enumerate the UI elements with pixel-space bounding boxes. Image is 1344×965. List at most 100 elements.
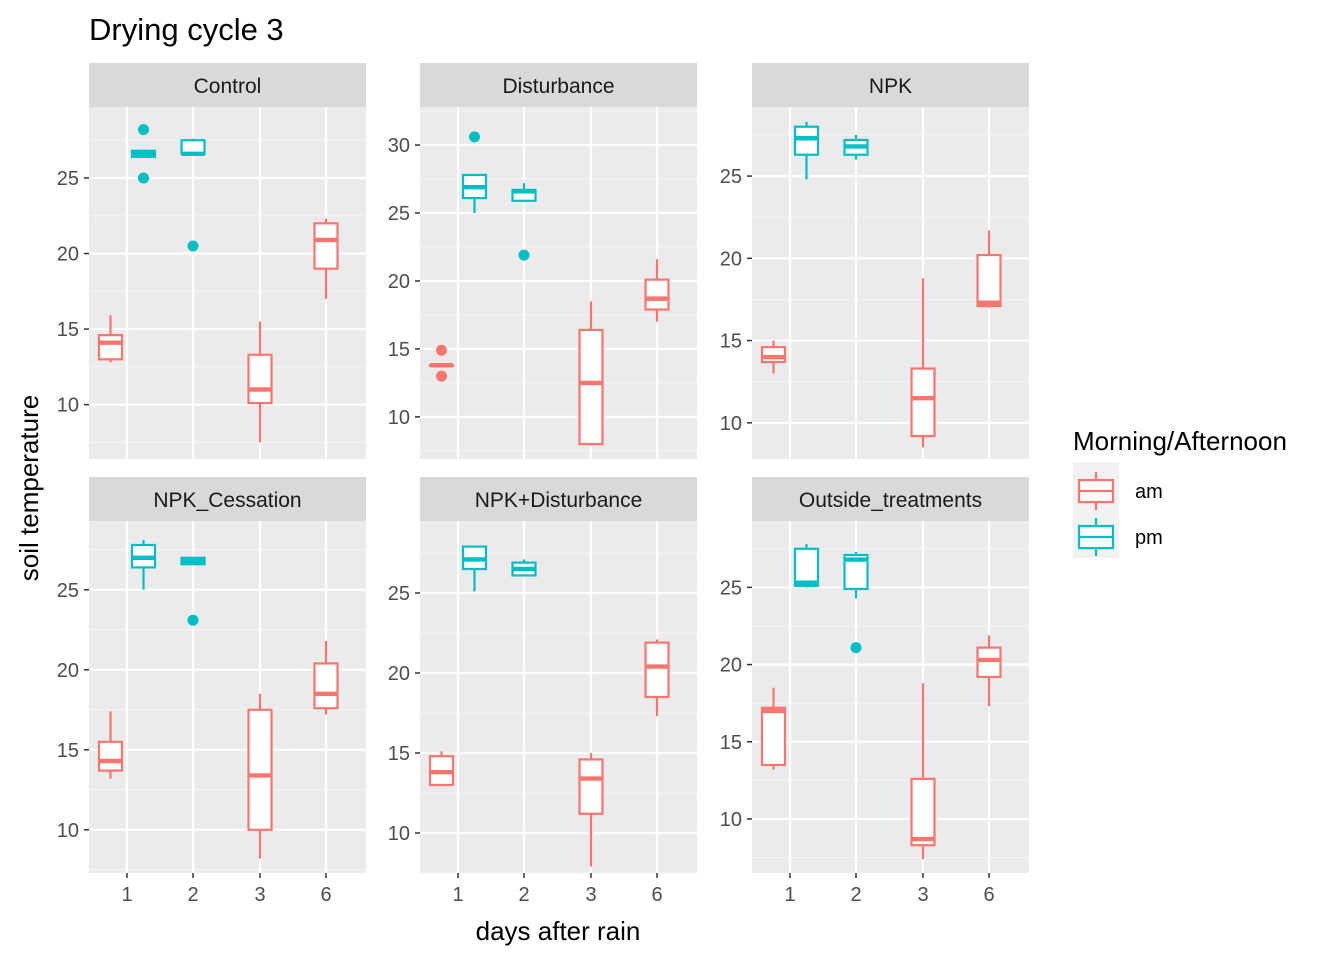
box-iqr <box>247 353 273 405</box>
y-tick-label: 25 <box>720 577 742 599</box>
facet-panel-disturbance: Disturbance 10 15 20 25 30 <box>388 63 697 459</box>
box-pm-day-1 <box>461 131 488 214</box>
facet-strip <box>752 477 1029 521</box>
facet-panel-npk-disturbance: NPK+Disturbance 10 15 20 25 1 2 3 6 <box>388 477 697 906</box>
x-tick-label: 1 <box>121 884 132 906</box>
y-tick-label: 25 <box>57 580 79 602</box>
legend-title: Morning/Afternoon <box>1073 426 1287 456</box>
box-iqr <box>793 547 820 587</box>
box-pm-day-1 <box>130 540 157 590</box>
legend-label-pm: pm <box>1135 527 1163 549</box>
box-am-day-1 <box>97 315 124 363</box>
x-tick-label: 2 <box>850 884 861 906</box>
facet-strip <box>752 63 1029 107</box>
y-axis-label: soil temperature <box>14 395 44 581</box>
box-pm-day-2 <box>511 559 537 577</box>
box-am-day-6 <box>644 259 670 322</box>
facet-strip-label: Control <box>194 75 262 98</box>
facet-strip-label: Disturbance <box>502 75 614 98</box>
x-tick-label: 2 <box>187 884 198 906</box>
legend: Morning/Afternoon am pm <box>1073 426 1287 558</box>
plot-background <box>752 521 1029 873</box>
box-iqr <box>644 278 670 311</box>
facet-panel-control: Control 10 15 20 25 <box>57 63 366 459</box>
facet-strip <box>89 477 366 521</box>
x-tick-label: 6 <box>983 884 994 906</box>
facet-panel-npk-cessation: NPK_Cessation 10 15 20 25 1 2 3 6 <box>57 477 366 906</box>
box-am-day-6 <box>644 639 670 717</box>
chart-title: Drying cycle 3 <box>89 12 284 47</box>
y-tick-label: 25 <box>57 168 79 190</box>
outlier-point <box>187 614 199 626</box>
y-tick-label: 10 <box>720 413 742 435</box>
facet-strip-label: NPK <box>869 75 912 98</box>
box-am-day-6 <box>976 635 1002 707</box>
box-am-day-6 <box>313 641 339 715</box>
box-iqr <box>976 646 1002 679</box>
outlier-point <box>436 344 447 356</box>
y-tick-label: 10 <box>388 407 410 429</box>
y-tick-label: 20 <box>720 655 742 677</box>
box-iqr <box>644 641 670 699</box>
y-tick-label: 25 <box>388 583 410 605</box>
outlier-point <box>850 642 862 654</box>
y-tick-label: 10 <box>388 823 410 845</box>
box-am-day-3 <box>247 321 273 443</box>
x-tick-label: 1 <box>452 884 463 906</box>
outlier-point <box>436 370 447 382</box>
y-tick-label: 20 <box>57 244 79 266</box>
box-iqr <box>760 706 787 767</box>
y-tick-label: 20 <box>388 271 410 293</box>
y-tick-label: 10 <box>57 820 79 842</box>
y-tick-label: 20 <box>720 248 742 270</box>
outlier-point <box>138 124 149 136</box>
y-tick-label: 30 <box>388 135 410 157</box>
box-pm-day-2 <box>843 134 869 160</box>
box-iqr <box>976 253 1002 308</box>
facet-strip-label: NPK+Disturbance <box>475 489 643 512</box>
facet-strip <box>89 63 366 107</box>
box-iqr <box>843 553 869 591</box>
box-pm-day-1 <box>130 124 157 184</box>
y-tick-label: 15 <box>388 339 410 361</box>
box-iqr <box>910 777 936 847</box>
facet-strip <box>420 477 697 521</box>
facet-panel-npk: NPK 10 15 20 25 <box>720 63 1029 459</box>
box-am-day-3 <box>578 753 604 867</box>
box-am-day-1 <box>760 340 787 374</box>
y-tick-label: 25 <box>388 203 410 225</box>
box-am-day-3 <box>910 278 936 448</box>
box-pm-day-1 <box>793 544 820 588</box>
plot-background <box>89 107 366 459</box>
y-tick-label: 10 <box>720 809 742 831</box>
box-pm-day-2 <box>843 551 869 654</box>
x-tick-label: 3 <box>917 884 928 906</box>
box-pm-day-2 <box>180 138 206 252</box>
x-tick-label: 1 <box>784 884 795 906</box>
y-tick-label: 15 <box>720 732 742 754</box>
facet-panels: Control 10 15 20 25 Disturbance 10 15 20 25 30 NPK 1… <box>57 63 1029 906</box>
box-pm-day-1 <box>793 121 820 180</box>
facet-strip-label: Outside_treatments <box>799 489 982 512</box>
facet-panel-outside-treatments: Outside_treatments 10 15 20 25 1 2 3 6 <box>720 477 1029 906</box>
outlier-point <box>138 172 149 184</box>
box-iqr <box>760 346 787 364</box>
x-tick-label: 3 <box>585 884 596 906</box>
box-pm-day-1 <box>461 545 488 592</box>
box-am-day-1 <box>428 344 455 382</box>
y-tick-label: 15 <box>388 743 410 765</box>
box-iqr <box>313 662 339 710</box>
box-am-day-6 <box>976 230 1002 308</box>
box-pm-day-2 <box>511 183 537 261</box>
box-am-day-1 <box>428 751 455 787</box>
box-pm-day-2 <box>180 556 206 626</box>
box-am-day-3 <box>910 683 936 860</box>
outlier-point <box>518 249 530 261</box>
facet-strip-label: NPK_Cessation <box>153 489 301 512</box>
y-tick-label: 20 <box>57 660 79 682</box>
x-tick-label: 3 <box>254 884 265 906</box>
y-tick-label: 15 <box>720 331 742 353</box>
box-iqr <box>97 740 124 772</box>
outlier-point <box>187 240 199 252</box>
